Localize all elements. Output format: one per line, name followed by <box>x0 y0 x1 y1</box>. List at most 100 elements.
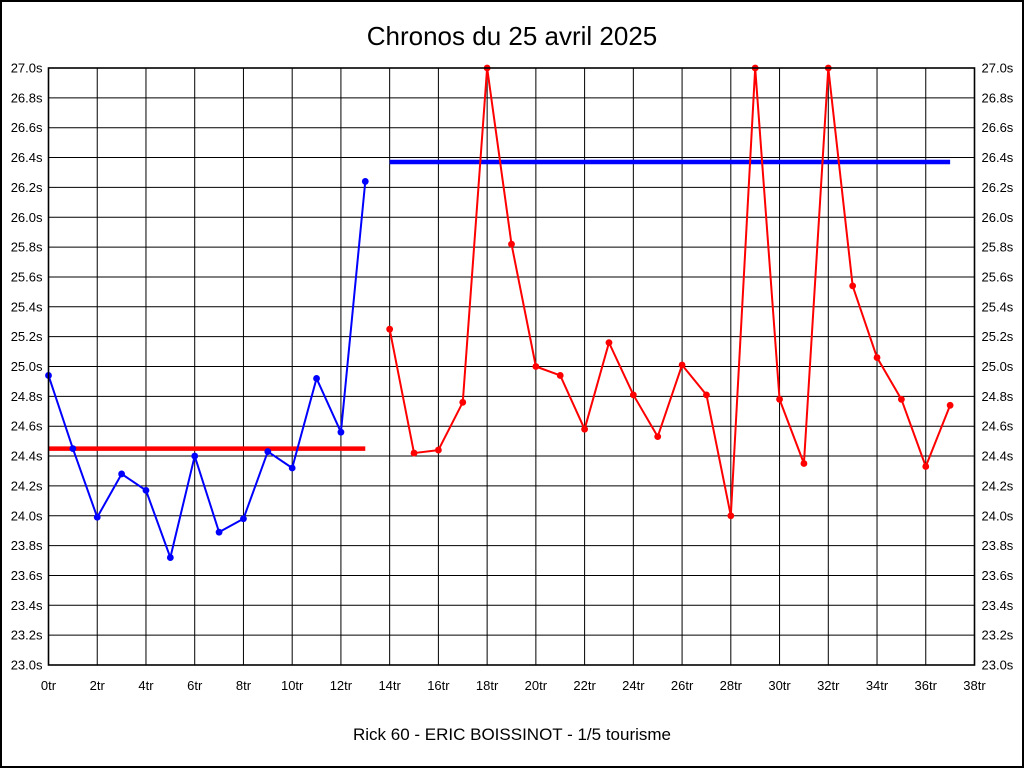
chart-subtitle: Rick 60 - ERIC BOISSINOT - 1/5 tourisme <box>353 725 671 744</box>
y-tick-label-left: 23.2s <box>11 628 43 643</box>
y-tick-label-left: 24.6s <box>11 419 43 434</box>
y-tick-label-left: 24.2s <box>11 478 43 493</box>
session-1-blue-point <box>288 464 296 472</box>
x-tick-label: 18tr <box>476 678 499 693</box>
y-tick-label-left: 26.0s <box>11 210 43 225</box>
x-tick-label: 12tr <box>330 678 353 693</box>
session-2-red-point <box>581 425 589 433</box>
session-2-red-point <box>873 354 881 361</box>
session-2-red-line <box>388 67 952 517</box>
x-tick-label: 4tr <box>138 678 154 693</box>
session-2-red-point <box>703 391 710 399</box>
y-tick-label-left: 26.6s <box>11 120 43 135</box>
session-1-blue-point <box>166 554 174 561</box>
x-tick-label: 10tr <box>281 678 304 693</box>
session-1-blue-point <box>118 470 126 478</box>
x-tick-label: 26tr <box>671 678 694 693</box>
y-tick-label-right: 26.0s <box>982 210 1014 225</box>
grid-lines <box>48 67 975 666</box>
session-2-red-point <box>776 395 783 403</box>
session-1-blue <box>45 178 369 561</box>
y-tick-label-right: 27.0s <box>982 61 1014 76</box>
x-tick-label: 6tr <box>187 678 203 693</box>
y-tick-label-right: 24.2s <box>982 478 1014 493</box>
y-tick-label-left: 26.8s <box>11 90 43 105</box>
y-tick-label-left: 24.4s <box>11 449 43 464</box>
y-tick-label-left: 23.4s <box>11 598 43 613</box>
session-2-red <box>386 64 954 520</box>
y-tick-label-left: 24.0s <box>11 508 43 523</box>
session-2-red-point <box>897 395 905 403</box>
y-tick-label-right: 23.2s <box>982 628 1014 643</box>
y-tick-label-right: 24.4s <box>982 449 1014 464</box>
y-tick-label-left: 27.0s <box>11 61 43 76</box>
x-tick-label: 38tr <box>963 678 986 693</box>
x-tick-label: 30tr <box>768 678 791 693</box>
session-2-red-point <box>605 339 613 347</box>
data-series <box>45 64 954 561</box>
session-2-red-point <box>508 240 515 248</box>
y-tick-label-right: 24.8s <box>982 389 1014 404</box>
y-tick-label-right: 26.6s <box>982 120 1014 135</box>
session-2-red-point <box>849 282 857 290</box>
x-tick-label: 2tr <box>90 678 106 693</box>
session-2-red-point <box>629 391 637 399</box>
session-1-blue-point <box>240 515 247 523</box>
y-tick-label-left: 25.0s <box>11 359 43 374</box>
y-tick-label-left: 23.0s <box>11 658 43 673</box>
x-tick-label: 8tr <box>236 678 252 693</box>
y-tick-label-right: 23.4s <box>982 598 1014 613</box>
y-tick-label-right: 26.8s <box>982 90 1014 105</box>
y-tick-label-right: 25.6s <box>982 269 1014 284</box>
y-tick-label-left: 25.8s <box>11 240 43 255</box>
y-tick-label-left: 26.4s <box>11 150 43 165</box>
session-2-red-point <box>434 446 442 454</box>
y-tick-label-right: 24.0s <box>982 508 1014 523</box>
session-2-red-point <box>800 460 808 467</box>
session-1-blue-point <box>69 445 77 452</box>
session-2-red-point <box>532 363 540 370</box>
y-tick-label-right: 23.6s <box>982 568 1014 583</box>
y-tick-label-left: 24.8s <box>11 389 43 404</box>
session-1-blue-point <box>313 375 320 382</box>
y-tick-label-right: 23.0s <box>982 658 1014 673</box>
x-tick-label: 28tr <box>720 678 743 693</box>
axis-tick-labels: 0tr 2tr 4tr 6tr 8tr 10tr 12tr 14tr 16tr 18tr 20tr 2… <box>11 61 1014 694</box>
x-tick-label: 0tr <box>41 678 57 693</box>
session-2-red-point <box>654 433 662 441</box>
x-tick-label: 32tr <box>817 678 840 693</box>
y-tick-label-right: 23.8s <box>982 538 1014 553</box>
y-tick-label-left: 23.8s <box>11 538 43 553</box>
session-1-blue-point <box>215 528 223 536</box>
session-1-blue-line <box>47 181 367 559</box>
y-tick-label-right: 25.8s <box>982 240 1014 255</box>
session-2-red-point <box>678 361 686 369</box>
x-tick-label: 16tr <box>427 678 450 693</box>
x-tick-label: 34tr <box>866 678 889 693</box>
y-tick-label-right: 26.4s <box>982 150 1014 165</box>
x-tick-label: 22tr <box>573 678 596 693</box>
y-tick-label-left: 25.2s <box>11 329 43 344</box>
y-tick-label-left: 26.2s <box>11 180 43 195</box>
y-tick-label-left: 23.6s <box>11 568 43 583</box>
session-1-blue-point <box>93 513 101 521</box>
chart-title: Chronos du 25 avril 2025 <box>367 21 658 51</box>
x-tick-label: 24tr <box>622 678 645 693</box>
session-1-blue-point <box>361 178 369 185</box>
session-1-blue-point <box>337 428 345 436</box>
y-tick-label-right: 26.2s <box>982 180 1014 195</box>
reference-lines <box>48 159 951 451</box>
x-tick-label: 14tr <box>378 678 401 693</box>
session-2-red-point <box>727 512 735 520</box>
session-2-red-point <box>459 398 467 406</box>
session-1-blue-point <box>264 448 272 455</box>
y-tick-label-right: 25.2s <box>982 329 1014 344</box>
y-tick-label-left: 25.6s <box>11 269 43 284</box>
x-tick-label: 20tr <box>525 678 548 693</box>
session-2-red-point <box>556 372 564 379</box>
x-tick-label: 36tr <box>915 678 938 693</box>
y-tick-label-right: 24.6s <box>982 419 1014 434</box>
session-2-red-point <box>386 325 394 333</box>
